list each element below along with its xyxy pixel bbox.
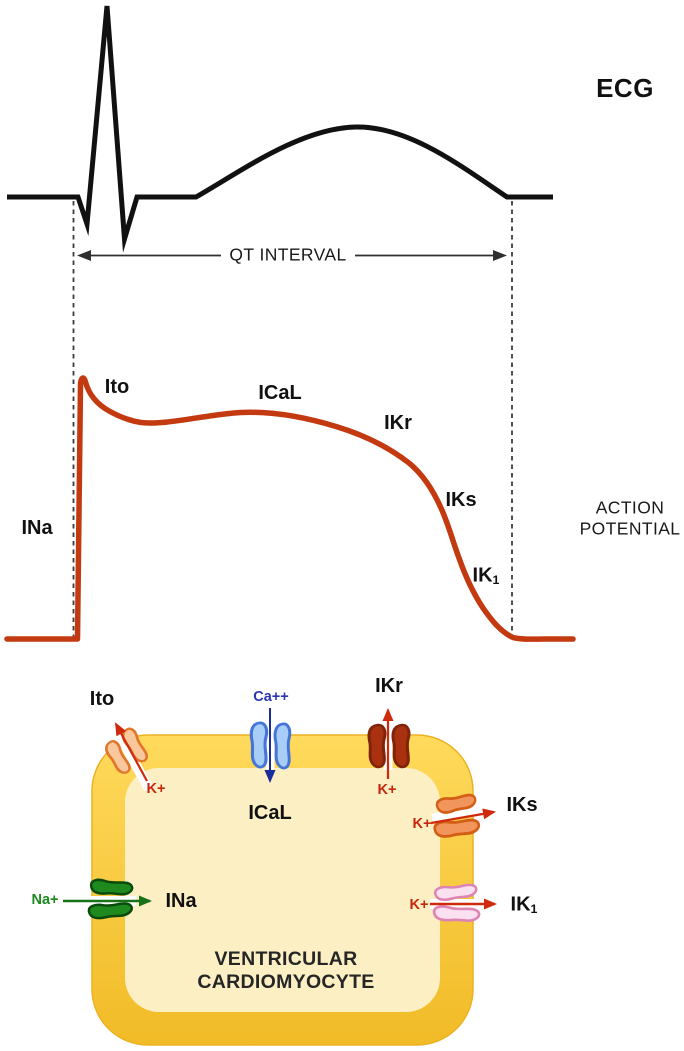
ina-channel-label: INa	[165, 890, 197, 912]
ikr-ap-label: IKr	[384, 412, 412, 434]
k-ion-label-ikr: K+	[377, 781, 397, 798]
ikr-channel-label: IKr	[375, 675, 403, 697]
cell-name-line2: CARDIOMYOCYTE	[197, 971, 375, 993]
ecg-label: ECG	[596, 73, 654, 103]
action-potential-line1: ACTION	[595, 497, 665, 518]
ca-ion-label: Ca++	[253, 688, 289, 705]
cell-name-label: VENTRICULAR CARDIOMYOCYTE	[197, 948, 374, 994]
cell-cytoplasm	[125, 768, 440, 1012]
iks-channel-label: IKs	[506, 794, 538, 816]
ito-ap-label: Ito	[104, 376, 130, 398]
qt-right-arrowhead	[493, 250, 507, 261]
qt-interval-arrow	[77, 250, 507, 261]
iks-ap-label: IKs	[445, 489, 477, 511]
ical-ap-label: ICaL	[258, 382, 302, 404]
k-ion-label-ito: K+	[146, 780, 166, 797]
ito-flux-arrow	[115, 722, 148, 782]
na-ion-label: Na+	[31, 891, 59, 908]
ecg-ap-diagram	[4, 5, 576, 642]
action-potential-line2: POTENTIAL	[579, 519, 681, 539]
ito-channel-label: Ito	[89, 688, 115, 710]
action-potential-trace	[4, 375, 576, 642]
ik1-channel-label: IK1	[510, 893, 538, 917]
cell-diagram	[63, 708, 497, 1046]
cell-name-line1: VENTRICULAR	[214, 948, 358, 970]
k-ion-label-iks: K+	[412, 815, 432, 832]
qt-interval-label: QT INTERVAL	[229, 244, 347, 265]
ecg-trace	[7, 5, 553, 253]
action-potential-label: ACTION POTENTIAL	[580, 498, 681, 541]
ik1-ap-label: IK1	[472, 564, 500, 588]
qt-left-arrowhead	[77, 250, 91, 261]
ical-channel-label: ICaL	[248, 802, 292, 824]
ina-ap-label: INa	[21, 517, 53, 539]
iks-flux-arrow	[430, 808, 496, 825]
k-ion-label-ik1: K+	[409, 896, 429, 913]
